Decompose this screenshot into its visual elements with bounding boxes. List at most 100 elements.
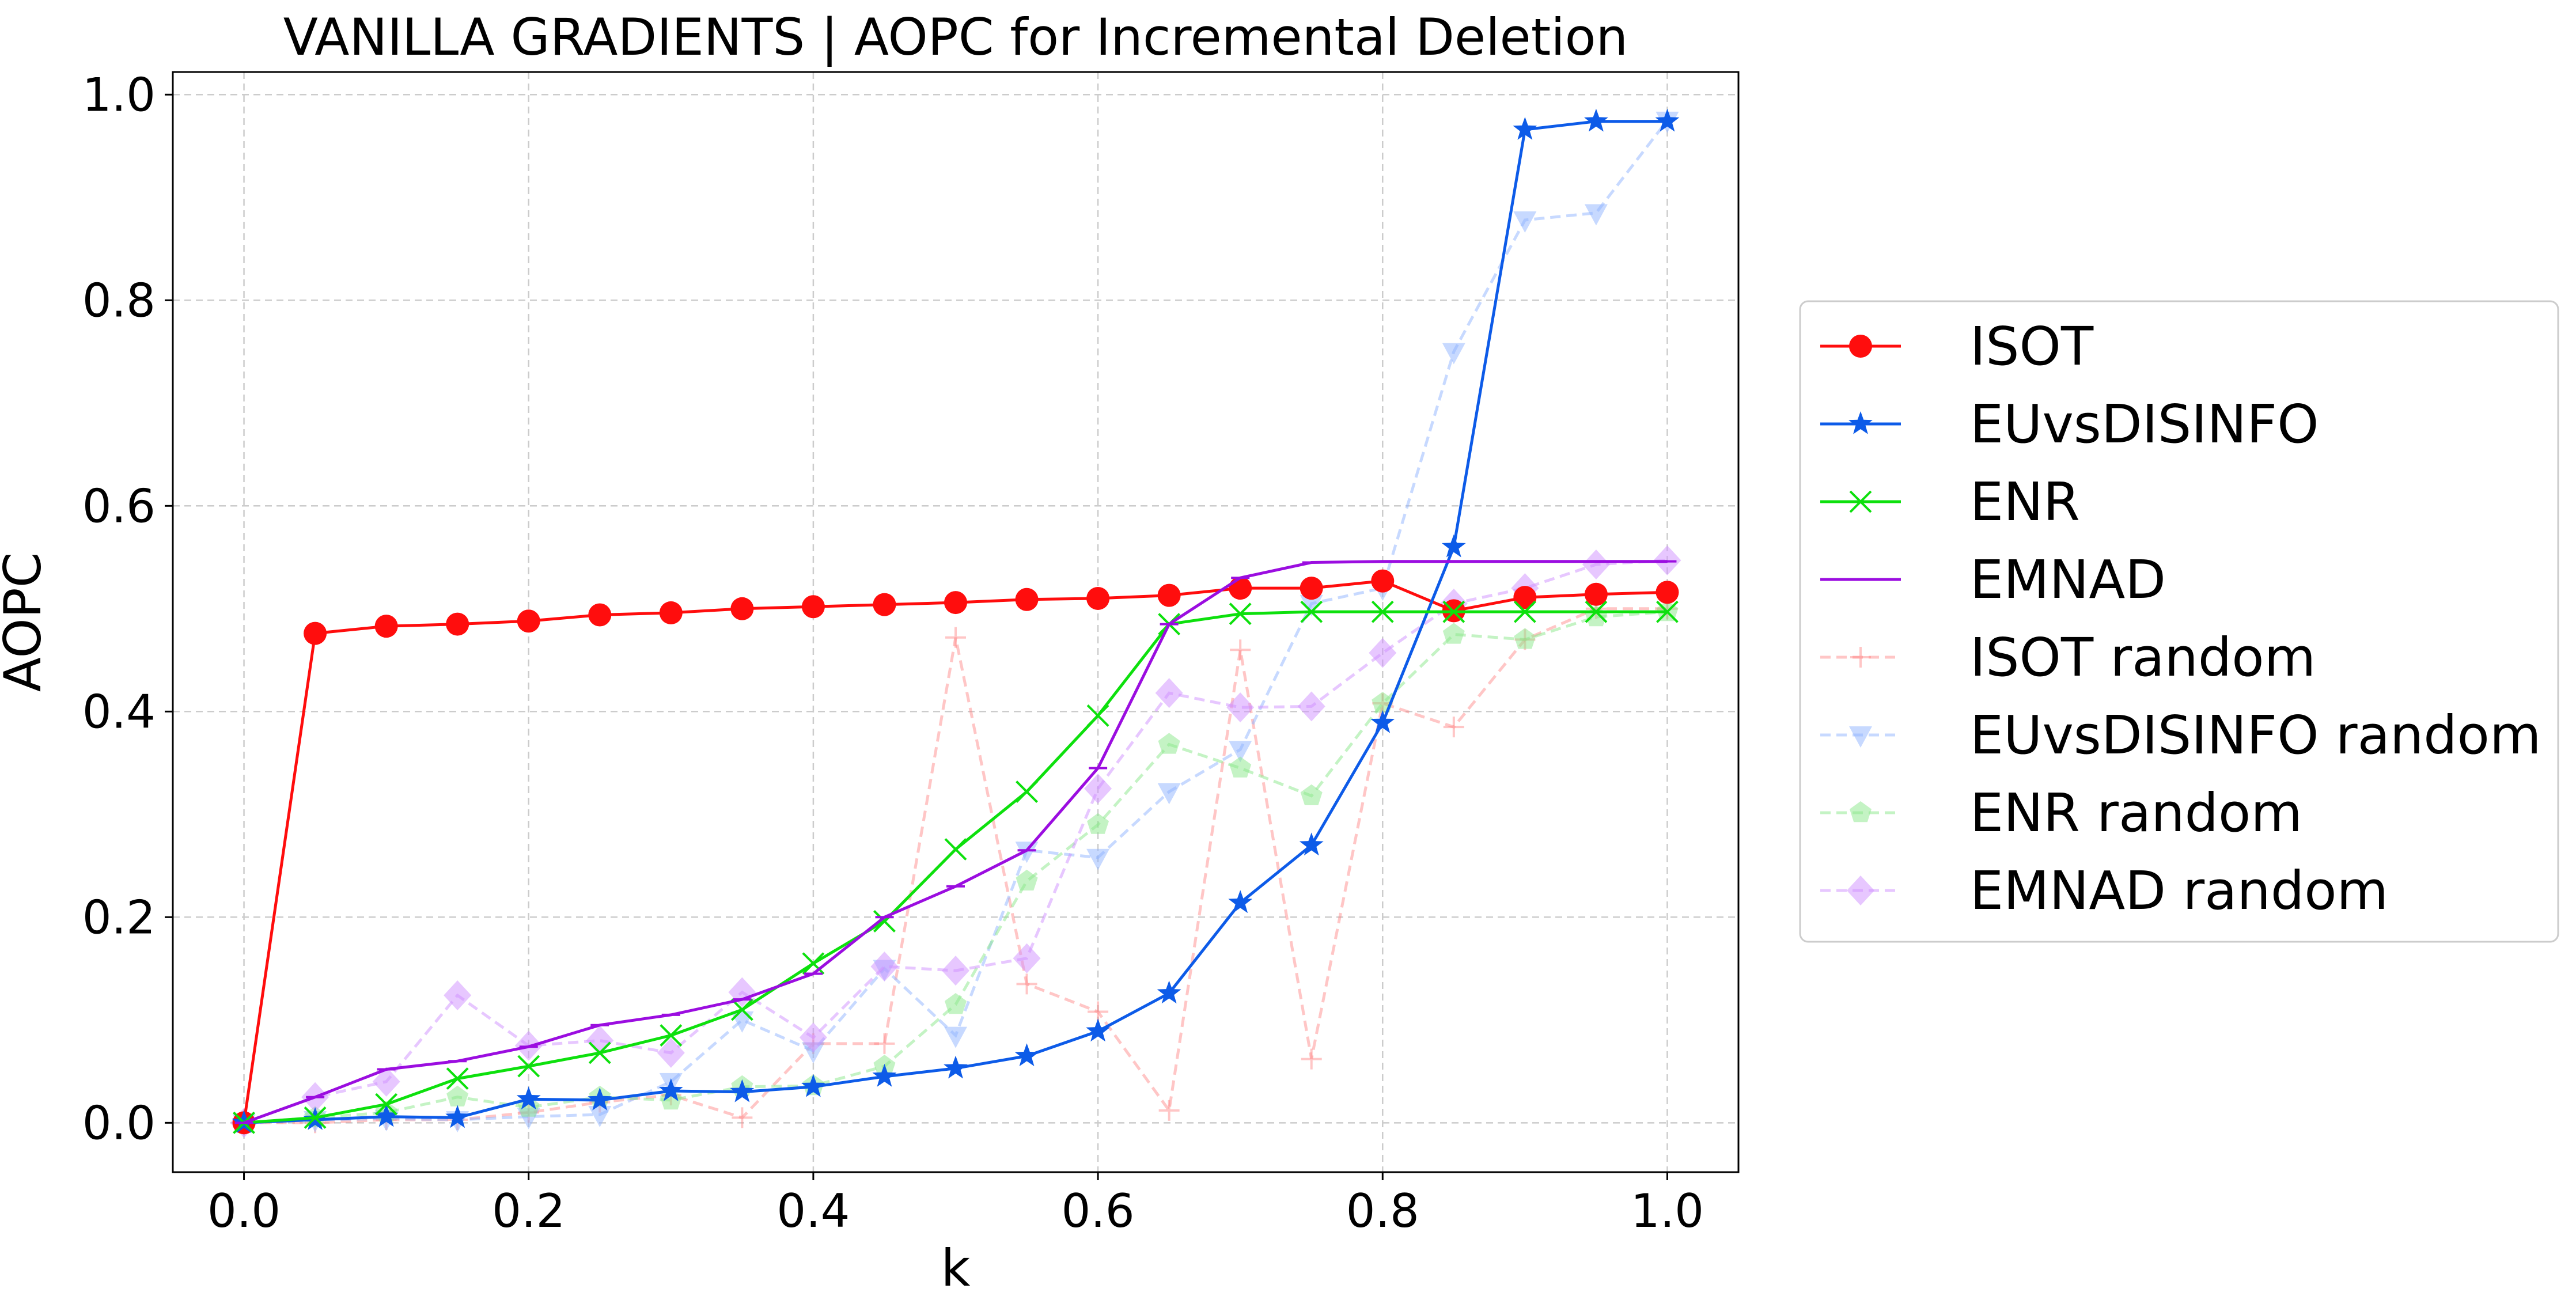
legend-marker <box>1850 801 1872 823</box>
y-tick-label: 0.2 <box>82 890 156 944</box>
data-point-enr-random <box>945 993 967 1014</box>
data-point-euvsdisinfo <box>872 1064 897 1087</box>
x-tick-label: 0.2 <box>492 1184 565 1238</box>
data-point-isot-random <box>1016 973 1037 995</box>
data-point-isot <box>873 593 896 616</box>
data-point-emnad-random <box>942 956 969 986</box>
legend-marker <box>1850 647 1871 668</box>
data-point-isot <box>374 615 398 638</box>
data-point-isot-random <box>1158 1100 1180 1121</box>
y-tick-label: 0.0 <box>82 1096 156 1150</box>
legend-label: ISOT random <box>1970 627 2316 688</box>
data-point-isot <box>588 603 612 627</box>
data-point-isot <box>1371 569 1395 593</box>
data-point-euvsdisinfo <box>658 1078 683 1101</box>
data-point-isot-random <box>1230 639 1251 661</box>
data-point-isot <box>1656 581 1679 604</box>
data-point-emnad-random <box>1226 692 1255 723</box>
legend-item-isot-random: ISOT random <box>1820 627 2316 688</box>
data-point-isot <box>659 601 683 624</box>
data-point-euvsdisinfo-random <box>1157 783 1181 805</box>
data-point-enr <box>588 1041 611 1064</box>
data-point-euvsdisinfo <box>1513 117 1537 140</box>
data-point-emnad-random <box>1369 638 1397 668</box>
y-tick-label: 0.6 <box>82 479 156 533</box>
data-point-emnad-random <box>1155 678 1183 708</box>
x-tick-label: 0.4 <box>776 1184 850 1238</box>
data-point-isot <box>1086 586 1110 610</box>
data-point-euvsdisinfo-random <box>1584 204 1608 226</box>
data-point-enr <box>944 838 967 861</box>
x-tick-label: 0.8 <box>1346 1184 1419 1238</box>
data-point-emnad-random <box>870 951 899 981</box>
y-axis-label: AOPC <box>0 552 52 692</box>
data-point-enr <box>1016 780 1038 803</box>
legend-label: ENR random <box>1970 782 2302 844</box>
legend: ISOT EUvsDISINFO ENR EMNAD ISOT random EUvsDI… <box>1799 300 2559 943</box>
data-point-enr <box>802 952 825 975</box>
legend-marker <box>1849 335 1872 358</box>
data-point-enr-random <box>1442 623 1465 644</box>
data-point-enr <box>1371 600 1394 623</box>
data-point-euvsdisinfo <box>1157 980 1181 1004</box>
data-point-euvsdisinfo <box>1228 890 1253 914</box>
legend-label: ISOT <box>1970 316 2094 377</box>
legend-item-enr-random: ENR random <box>1820 782 2302 844</box>
data-point-euvsdisinfo <box>1584 108 1608 132</box>
legend-box <box>1799 300 2559 943</box>
y-tick-label: 0.4 <box>82 685 156 738</box>
data-point-enr-random <box>1087 813 1109 834</box>
data-point-emnad-random <box>657 1037 685 1068</box>
data-point-enr <box>1656 600 1679 623</box>
data-point-isot <box>517 609 540 633</box>
data-point-emnad-random <box>444 980 472 1010</box>
data-point-isot <box>730 597 754 620</box>
data-point-euvsdisinfo-random <box>1015 842 1039 863</box>
data-point-euvsdisinfo <box>944 1055 968 1079</box>
data-point-isot-random <box>732 1107 753 1128</box>
data-point-isot <box>801 595 825 619</box>
legend-marker <box>1848 411 1873 434</box>
data-point-emnad-random <box>1297 691 1325 722</box>
data-point-isot-random <box>1301 1048 1322 1070</box>
plot-frame <box>172 71 1740 1173</box>
data-point-euvsdisinfo-random <box>1086 848 1110 870</box>
data-point-euvsdisinfo-random <box>1513 211 1537 233</box>
data-point-enr-random <box>1514 628 1536 649</box>
legend-label: EUvsDISINFO <box>1970 393 2319 455</box>
legend-item-euvsdisinfo: EUvsDISINFO <box>1820 393 2319 455</box>
series-emnad <box>234 560 1677 1124</box>
series-euvsdisinfo <box>232 108 1680 1134</box>
data-point-euvsdisinfo-random <box>1300 594 1323 616</box>
data-point-enr <box>1300 600 1323 623</box>
data-point-enr <box>304 1106 327 1129</box>
legend-label: EMNAD random <box>1970 860 2388 922</box>
data-point-emnad-random <box>372 1066 400 1097</box>
data-point-euvsdisinfo <box>1441 534 1466 558</box>
data-point-euvsdisinfo-random <box>1229 741 1252 763</box>
legend-label: EUvsDISINFO random <box>1970 704 2541 766</box>
data-point-emnad-random <box>1084 774 1112 804</box>
data-point-isot-random <box>945 627 966 648</box>
data-point-enr-random <box>1158 733 1180 754</box>
data-point-euvsdisinfo <box>1299 832 1324 856</box>
data-point-emnad-random <box>799 1022 827 1053</box>
chart-title: VANILLA GRADIENTS | AOPC for Incremental… <box>283 7 1628 67</box>
data-point-enr-random <box>1016 869 1038 890</box>
data-point-euvsdisinfo-random <box>944 1026 967 1048</box>
data-point-enr <box>1086 704 1109 727</box>
legend-item-enr: ENR <box>1820 471 2080 533</box>
data-point-enr-random <box>660 1089 682 1110</box>
y-tick-label: 1.0 <box>82 68 156 122</box>
legend-marker <box>1849 726 1872 748</box>
data-point-euvsdisinfo <box>516 1086 541 1110</box>
data-point-isot <box>304 622 327 645</box>
data-point-isot <box>1229 577 1252 600</box>
series-layer <box>230 108 1681 1138</box>
legend-item-euvsdisinfo-random: EUvsDISINFO random <box>1820 704 2541 766</box>
data-point-euvsdisinfo <box>374 1104 399 1127</box>
data-point-euvsdisinfo <box>730 1079 755 1102</box>
x-tick-label: 0.0 <box>207 1184 281 1238</box>
data-point-euvsdisinfo <box>801 1074 825 1097</box>
